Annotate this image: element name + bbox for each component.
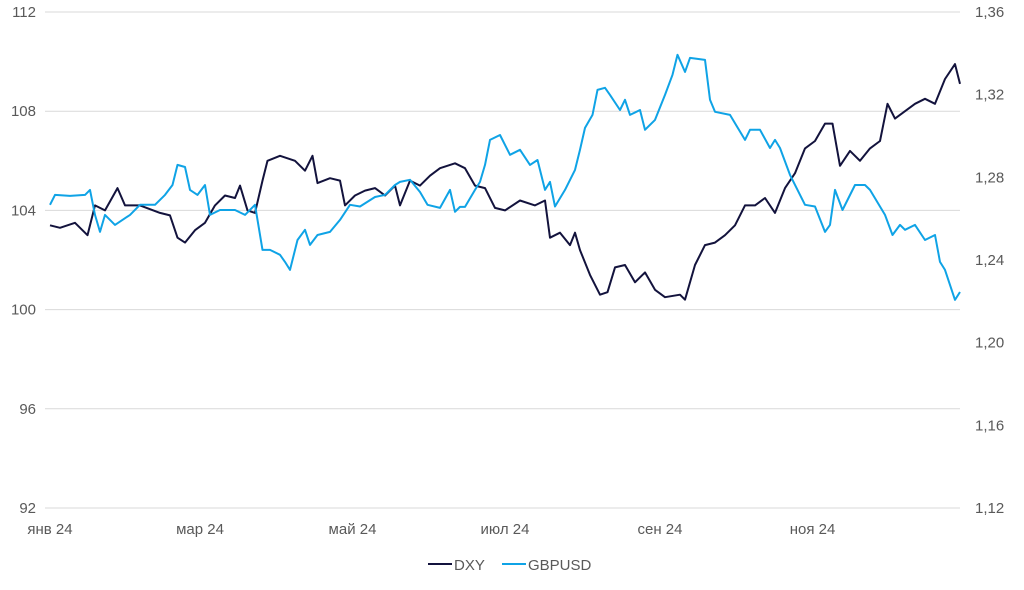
x-tick-label: мар 24 <box>176 521 224 538</box>
x-tick-label: май 24 <box>329 521 377 538</box>
legend-label-dxy: DXY <box>454 557 485 574</box>
right-tick-label: 1,20 <box>975 335 1004 352</box>
right-tick-label: 1,32 <box>975 87 1004 104</box>
series-lines <box>49 53 961 301</box>
right-tick-label: 1,16 <box>975 417 1004 434</box>
right-axis-ticks: 1,12 1,16 1,20 1,24 1,28 1,32 1,36 <box>975 4 1004 517</box>
x-tick-label: ноя 24 <box>790 521 836 538</box>
left-tick-label: 96 <box>19 401 36 418</box>
right-tick-label: 1,24 <box>975 252 1004 269</box>
x-axis-ticks: янв 24 мар 24 май 24 июл 24 сен 24 ноя 24 <box>27 521 835 538</box>
left-tick-label: 100 <box>11 302 36 319</box>
right-tick-label: 1,36 <box>975 4 1004 21</box>
gridlines <box>45 11 960 509</box>
right-tick-label: 1,12 <box>975 500 1004 517</box>
x-tick-label: янв 24 <box>27 521 72 538</box>
legend: DXY GBPUSD <box>428 557 592 574</box>
left-axis-ticks: 92 96 100 104 108 112 <box>11 4 36 517</box>
legend-label-gbpusd: GBPUSD <box>528 557 592 574</box>
left-tick-label: 108 <box>11 103 36 120</box>
right-tick-label: 1,28 <box>975 169 1004 186</box>
left-tick-label: 92 <box>19 500 36 517</box>
series-line-gbpusd <box>49 53 961 301</box>
left-tick-label: 112 <box>12 4 36 21</box>
series-line-dxy <box>49 63 961 301</box>
x-tick-label: сен 24 <box>638 521 683 538</box>
left-tick-label: 104 <box>11 202 36 219</box>
x-tick-label: июл 24 <box>481 521 530 538</box>
